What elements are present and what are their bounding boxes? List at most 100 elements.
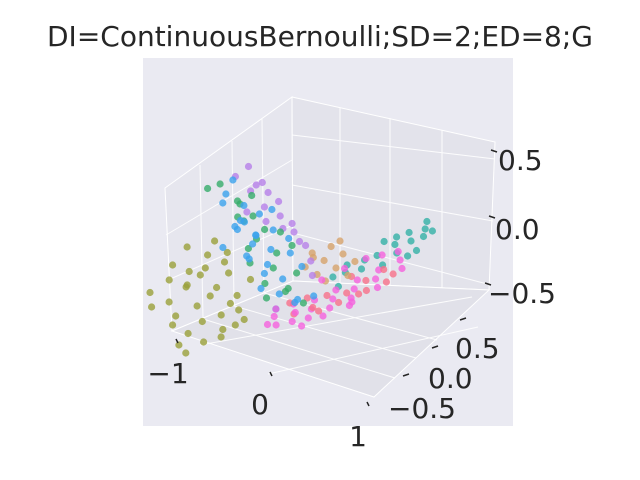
tick-mark [402, 373, 410, 377]
scatter-point [219, 199, 227, 207]
scatter-point [213, 283, 221, 292]
tick-mark [366, 401, 370, 407]
scatter-point [288, 317, 296, 326]
scatter-point [309, 303, 317, 312]
scatter-point [298, 322, 306, 330]
scatter-point [204, 251, 212, 259]
scatter-point [165, 276, 173, 284]
scatter-point [404, 252, 412, 260]
scatter-point [244, 162, 253, 171]
scatter-point [293, 269, 301, 277]
scatter-point [185, 267, 193, 276]
scatter-point [257, 284, 265, 293]
scatter-point [291, 308, 299, 317]
scatter-point [196, 271, 204, 279]
tick-mark [431, 345, 439, 349]
tick-mark [488, 215, 496, 219]
scatter-point [303, 294, 311, 302]
x-tick-label: 0 [251, 388, 269, 421]
scatter-point [285, 234, 293, 243]
y-tick-label: 0.5 [455, 332, 500, 365]
scatter-point [288, 219, 296, 228]
z-tick-label: 0.0 [495, 213, 540, 246]
scatter-point [225, 269, 233, 277]
scatter-point [405, 228, 413, 237]
scatter-point [183, 243, 191, 251]
scatter-point [148, 303, 156, 311]
scatter-point [261, 225, 269, 234]
scatter-point [216, 180, 224, 188]
scatter-point [290, 228, 298, 236]
scatter-point [307, 257, 315, 265]
tick-mark [459, 317, 467, 321]
scatter-point [329, 273, 337, 281]
y-tick-label: −0.5 [388, 392, 456, 425]
scatter-point [423, 217, 431, 226]
scatter-point [276, 212, 284, 220]
scatter-point [217, 311, 225, 319]
scatter-point [344, 271, 352, 280]
scatter-point [373, 283, 382, 292]
scatter-point [146, 288, 154, 297]
scatter-point [182, 283, 190, 291]
scatter-point [315, 307, 323, 315]
scatter-point [380, 237, 388, 246]
scatter-point [345, 301, 353, 310]
scatter-point [286, 249, 294, 257]
scatter-point [391, 240, 399, 249]
tick-mark [269, 371, 273, 377]
scatter-point [275, 290, 283, 298]
scatter-point [262, 294, 271, 302]
scatter-point [220, 258, 229, 266]
scatter-point [219, 243, 227, 252]
scatter-point [382, 278, 390, 286]
scatter-point [323, 291, 331, 300]
scatter-point [260, 269, 268, 278]
scatter-point [169, 261, 177, 269]
scatter-point [229, 176, 237, 184]
z-tick-label: −0.5 [488, 277, 556, 310]
scatter-point [200, 338, 208, 346]
scatter-point [244, 244, 252, 253]
scatter-point [421, 225, 429, 233]
scatter-point [272, 305, 280, 313]
scatter-point [428, 227, 436, 235]
y-tick-label: 0.0 [428, 362, 473, 395]
scatter-point [329, 295, 337, 303]
scatter-point [320, 256, 328, 265]
scatter-point [269, 264, 277, 272]
scatter-point [184, 329, 192, 338]
scatter-point [198, 317, 206, 326]
scatter-point [249, 212, 257, 220]
scatter-point [279, 275, 287, 283]
chart-title: DI=ContinuousBernoulli;SD=2;ED=8;G [47, 20, 593, 53]
scatter-point [326, 304, 334, 312]
scatter-points [146, 162, 436, 357]
scatter-point [233, 291, 241, 300]
scatter-point [299, 299, 307, 307]
scatter-point [298, 262, 306, 271]
scatter-point [353, 276, 361, 284]
x-tick-label: −1 [147, 357, 188, 390]
z-tick-label: 0.5 [498, 144, 543, 177]
scatter-point [332, 286, 340, 294]
scatter-point [380, 265, 388, 274]
scatter-point [304, 314, 312, 322]
scatter-point [347, 294, 355, 302]
scatter-point [223, 248, 231, 257]
x-tick-label: 1 [349, 420, 367, 453]
scatter-point [310, 292, 318, 300]
scatter-point [260, 203, 268, 211]
scatter-point [295, 237, 304, 246]
scatter-point [362, 276, 370, 285]
scatter-point [407, 237, 415, 245]
tick-mark [484, 282, 492, 286]
scatter-point [396, 256, 404, 264]
scatter-point [343, 289, 351, 297]
scatter-point [335, 298, 343, 307]
scatter-point [263, 260, 272, 269]
scatter-point [258, 178, 266, 187]
scatter-point [201, 264, 209, 272]
scatter-point [226, 299, 234, 308]
